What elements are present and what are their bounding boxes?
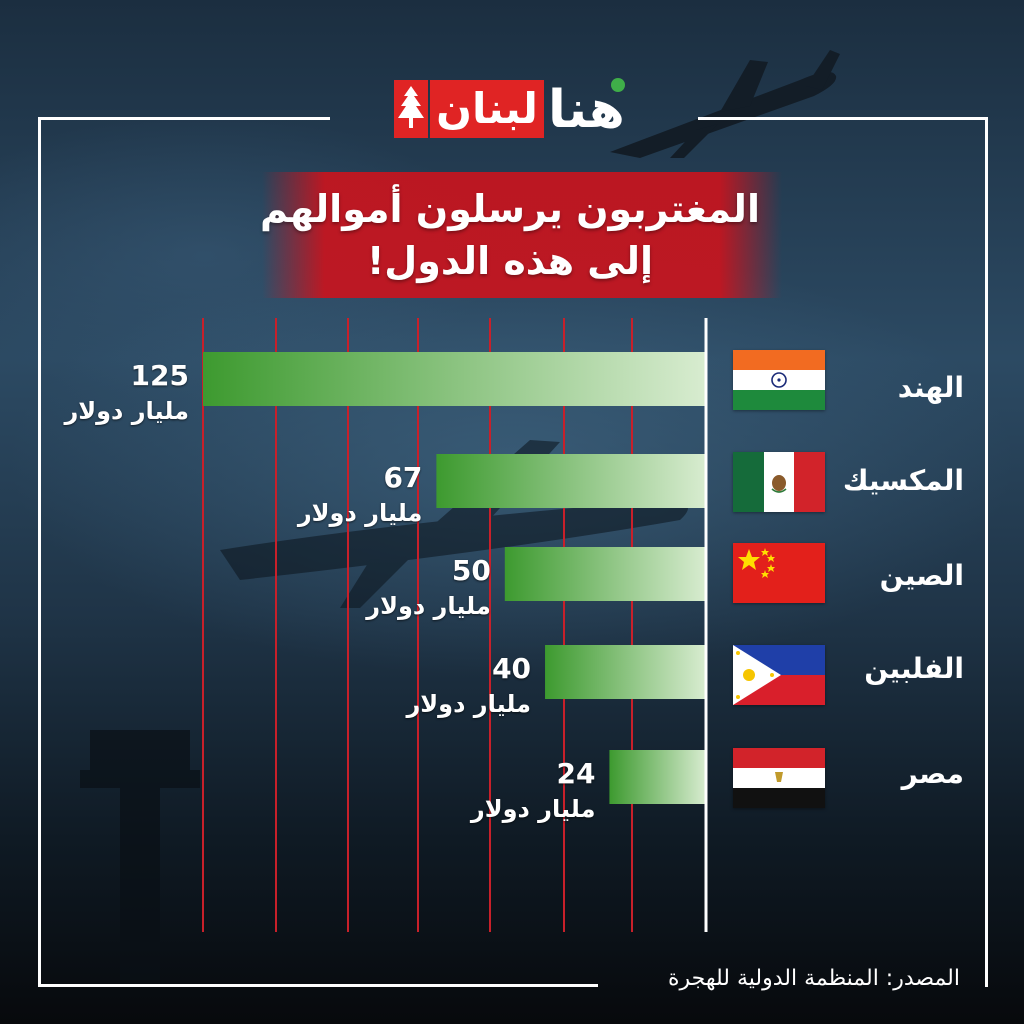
flag-india-icon [733,350,825,410]
logo-lebnan-text: لبنان [430,80,544,138]
frame-top-left [38,117,330,120]
country-label: الفلبين [864,652,964,685]
logo-hona-text: هنا [548,80,625,140]
bar [504,547,706,601]
country-label: مصر [901,757,964,790]
data-label-value: 67 [383,461,423,494]
flag-china-icon [733,543,825,603]
bar [545,645,706,699]
frame-bottom-left [38,984,598,987]
logo-dot [611,78,625,92]
frame-top-right [698,117,988,120]
data-label-value: 24 [556,757,596,790]
page-title-line-1: المغتربون يرسلون أموالهم [260,187,760,231]
data-label-unit: مليار دولار [366,592,491,620]
flag-egypt-icon [733,748,825,808]
control-tower-icon [80,730,200,980]
data-label-unit: مليار دولار [470,795,596,823]
data-label-unit: مليار دولار [406,690,532,718]
cedar-icon [394,80,428,138]
title-band [262,172,782,298]
page-title-line-2: إلى هذه الدول! [366,239,654,283]
bar [436,454,706,508]
bar [203,352,706,406]
frame-right [985,117,988,987]
country-label: الصين [879,559,964,592]
data-label-unit: مليار دولار [64,397,189,425]
country-label: الهند [897,371,964,404]
data-label-value: 50 [451,554,491,587]
flag-mexico-icon [733,452,825,512]
frame-left [38,117,41,987]
data-label-unit: مليار دولار [297,499,423,527]
data-label-value: 40 [492,652,532,685]
source-credit: المصدر: المنظمة الدولية للهجرة [667,966,960,991]
data-label-value: 125 [130,359,189,392]
airplane-silhouette-icon [610,50,840,158]
bar [609,750,706,804]
flag-philippines-icon [733,645,825,705]
country-label: المكسيك [842,464,964,497]
